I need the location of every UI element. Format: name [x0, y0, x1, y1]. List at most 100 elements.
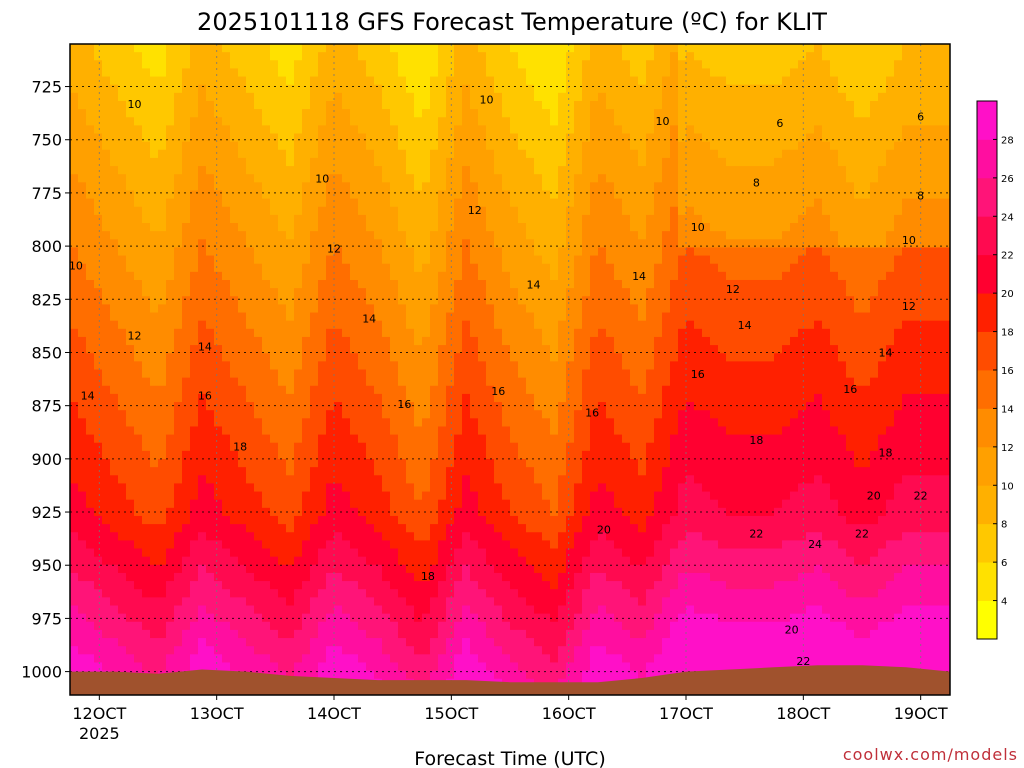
- field-cell: [390, 279, 399, 289]
- field-cell: [462, 589, 471, 598]
- field-cell: [462, 426, 471, 436]
- field-cell: [454, 434, 463, 444]
- field-cell: [526, 597, 535, 607]
- field-cell: [398, 418, 407, 428]
- field-cell: [550, 304, 559, 314]
- field-cell: [190, 353, 199, 362]
- field-cell: [342, 214, 351, 224]
- field-cell: [350, 524, 359, 533]
- field-cell: [366, 410, 375, 419]
- field-cell: [326, 288, 335, 297]
- field-cell: [326, 605, 335, 615]
- field-cell: [454, 166, 463, 175]
- field-cell: [86, 320, 95, 330]
- field-cell: [206, 426, 215, 436]
- field-cell: [102, 499, 111, 509]
- field-cell: [294, 279, 303, 289]
- field-cell: [166, 296, 175, 305]
- field-cell: [110, 84, 119, 94]
- field-cell: [190, 467, 199, 476]
- field-cell: [86, 109, 95, 118]
- field-cell: [510, 133, 519, 143]
- field-cell: [302, 141, 311, 151]
- field-cell: [334, 385, 343, 395]
- field-cell: [550, 515, 559, 525]
- field-cell: [382, 279, 391, 289]
- field-cell: [382, 410, 391, 419]
- field-cell: [198, 255, 207, 265]
- field-cell: [430, 182, 439, 192]
- field-cell: [294, 231, 303, 240]
- field-cell: [278, 60, 287, 70]
- field-cell: [534, 247, 543, 257]
- field-cell: [166, 393, 175, 403]
- field-cell: [470, 581, 479, 590]
- field-cell: [526, 483, 535, 493]
- field-cell: [238, 581, 247, 590]
- field-cell: [286, 385, 295, 395]
- field-cell: [558, 385, 567, 395]
- field-cell: [238, 385, 247, 395]
- field-cell: [542, 255, 551, 265]
- field-cell: [422, 532, 431, 541]
- field-cell: [94, 109, 103, 118]
- field-cell: [374, 100, 383, 110]
- field-cell: [222, 312, 231, 322]
- field-cell: [534, 467, 543, 476]
- field-cell: [350, 662, 359, 672]
- field-cell: [94, 328, 103, 338]
- field-cell: [334, 125, 343, 135]
- field-cell: [518, 109, 527, 118]
- field-cell: [222, 377, 231, 387]
- field-cell: [334, 524, 343, 533]
- field-cell: [134, 638, 143, 647]
- field-cell: [246, 133, 255, 143]
- field-cell: [342, 621, 351, 631]
- field-cell: [390, 60, 399, 70]
- field-cell: [270, 100, 279, 110]
- field-cell: [118, 60, 127, 70]
- field-cell: [334, 410, 343, 419]
- field-cell: [158, 393, 167, 403]
- field-cell: [110, 117, 119, 126]
- field-cell: [78, 279, 87, 289]
- field-cell: [350, 670, 359, 680]
- field-cell: [158, 418, 167, 428]
- field-cell: [382, 223, 391, 232]
- field-cell: [294, 214, 303, 224]
- field-cell: [270, 68, 279, 78]
- field-cell: [270, 206, 279, 216]
- field-cell: [390, 206, 399, 216]
- field-cell: [86, 515, 95, 525]
- field-cell: [190, 662, 199, 672]
- field-cell: [94, 60, 103, 70]
- field-cell: [278, 174, 287, 183]
- field-cell: [430, 255, 439, 265]
- field-cell: [542, 190, 551, 200]
- field-cell: [166, 263, 175, 273]
- field-cell: [102, 662, 111, 672]
- field-cell: [310, 450, 319, 460]
- field-cell: [254, 515, 263, 525]
- field-cell: [446, 564, 455, 574]
- field-cell: [206, 76, 215, 86]
- field-cell: [334, 507, 343, 517]
- field-cell: [118, 190, 127, 200]
- field-cell: [302, 52, 311, 61]
- field-cell: [334, 597, 343, 607]
- field-cell: [126, 206, 135, 216]
- field-cell: [342, 336, 351, 346]
- field-cell: [518, 279, 527, 289]
- field-cell: [510, 239, 519, 249]
- field-cell: [270, 263, 279, 273]
- field-cell: [150, 434, 159, 444]
- field-cell: [190, 84, 199, 94]
- field-cell: [526, 214, 535, 224]
- field-cell: [158, 125, 167, 135]
- field-cell: [518, 385, 527, 395]
- field-cell: [454, 564, 463, 574]
- field-cell: [206, 125, 215, 135]
- field-cell: [262, 345, 271, 354]
- field-cell: [542, 157, 551, 167]
- field-cell: [326, 410, 335, 419]
